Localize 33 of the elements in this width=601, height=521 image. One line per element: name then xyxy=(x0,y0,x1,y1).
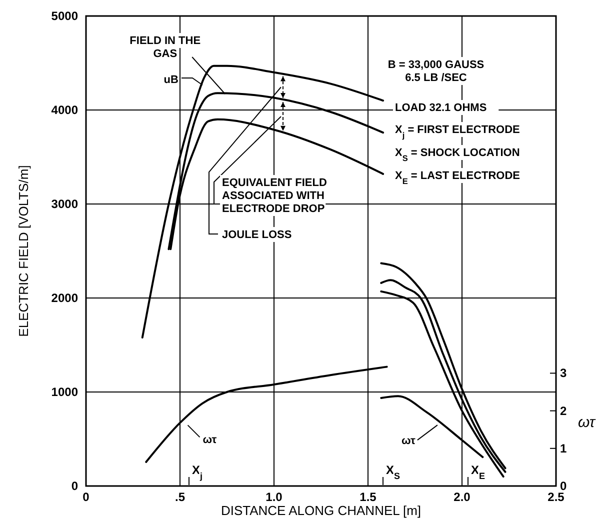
annotation: LOAD 32.1 OHMS xyxy=(395,102,487,114)
x-axis-title: DISTANCE ALONG CHANNEL [m] xyxy=(220,503,422,518)
y-tick-label: 0 xyxy=(71,479,78,493)
annotation: X$_{S}$ xyxy=(386,463,400,481)
y-tick-label: 5000 xyxy=(51,9,78,23)
annotation: X$_{j}$ = FIRST ELECTRODE xyxy=(395,124,520,140)
annotation: JOULE LOSS xyxy=(222,229,292,241)
y-tick-label: 3000 xyxy=(51,197,78,211)
annotation: X$_{E}$ = LAST ELECTRODE xyxy=(395,170,520,186)
x-tick-label: 1.5 xyxy=(360,490,377,504)
y2-tick-label: 2 xyxy=(560,404,567,418)
y-tick-label: 4000 xyxy=(51,103,78,117)
annotation: X$_{E}$ xyxy=(471,463,486,481)
x-tick-label: 2.5 xyxy=(548,490,565,504)
y-tick-label: 2000 xyxy=(51,291,78,305)
annotation: EQUIVALENT FIELD ASSOCIATED WITH ELECTRODE DROP xyxy=(222,177,327,215)
annotation: FIELD IN THE GAS xyxy=(130,35,201,60)
y2-tick-label: 1 xyxy=(560,441,567,456)
y-tick-label: 1000 xyxy=(51,385,78,399)
x-tick-label: 2.0 xyxy=(454,490,471,504)
annotation: X$_{S}$ = SHOCK LOCATION xyxy=(395,147,520,162)
annotation: B = 33,000 GAUSS 6.5 LB /SEC xyxy=(388,59,484,84)
x-tick-label: 1.0 xyxy=(266,490,283,504)
y2-axis-title: ωτ xyxy=(578,414,596,431)
x-tick-label: 0 xyxy=(82,490,90,504)
y-axis-title: ELECTRIC FIELD [VOLTS/m] xyxy=(16,165,31,337)
annotation: uB xyxy=(164,74,178,86)
x-tick-label: .5 xyxy=(174,490,186,504)
y2-tick-label: 0 xyxy=(560,479,567,493)
annotation: X$_{j}$ xyxy=(192,463,203,481)
annotation: ωτ xyxy=(202,434,217,446)
y2-tick-label: 3 xyxy=(560,366,567,380)
annotation: ωτ xyxy=(402,435,416,448)
